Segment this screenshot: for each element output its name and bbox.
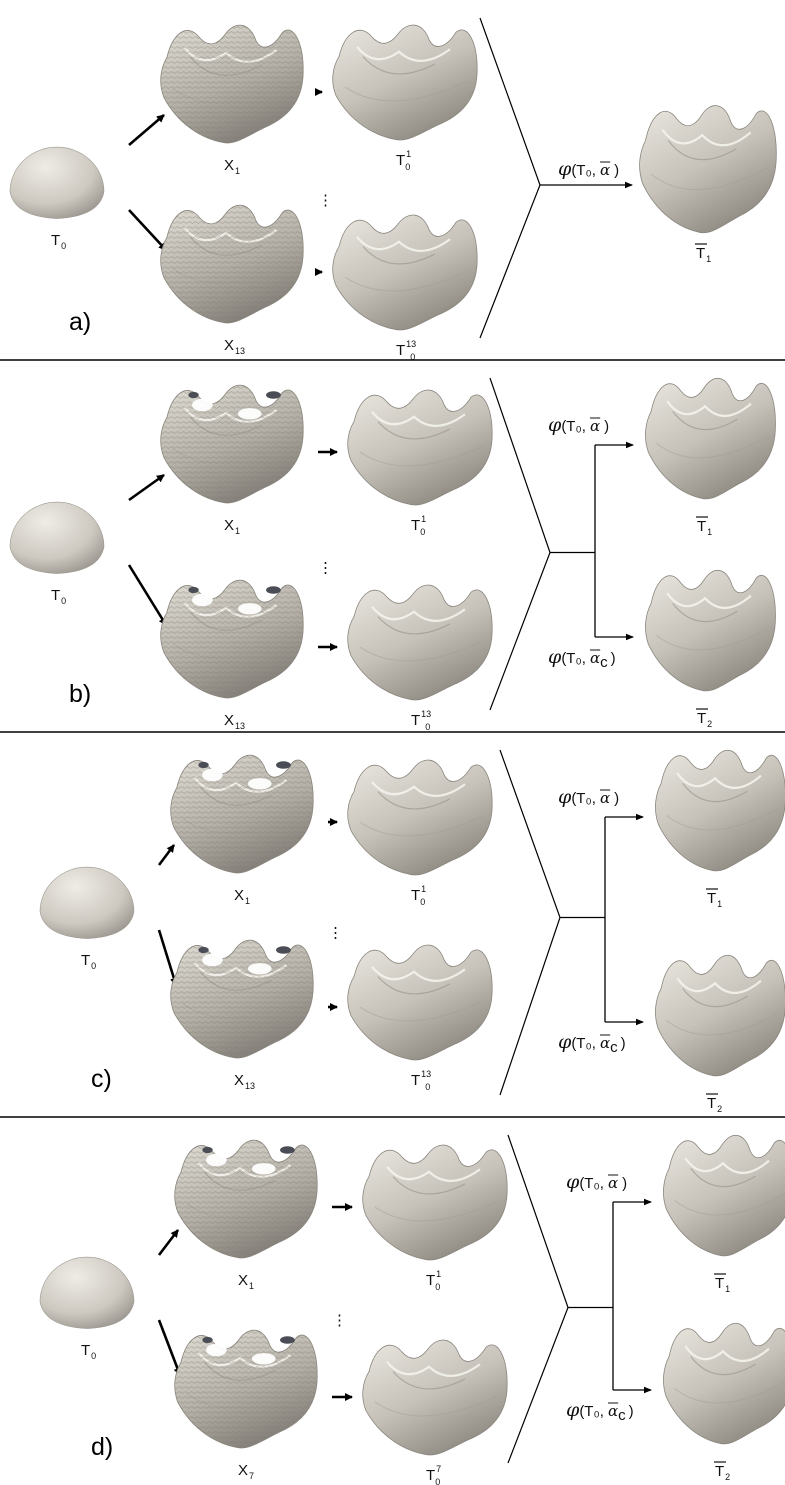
phi-label-bottom: φ(T₀, αc) xyxy=(548,646,616,671)
scan-label-top: X1 xyxy=(224,517,240,536)
scan-label-bottom: X7 xyxy=(238,1462,254,1481)
panel-d: T0 X1 T1 0 X7 T7 0 ⋮ φ(T₀, α) T1 φ(T₀, αc) T2 d) xyxy=(39,1134,785,1485)
panel-label: b) xyxy=(69,680,91,708)
deformed-bottom xyxy=(362,1339,508,1456)
deformed-label-top: T1 0 xyxy=(396,149,411,172)
output-tooth-bottom xyxy=(645,570,776,692)
mean-tooth xyxy=(639,105,777,234)
scan-bottom xyxy=(174,1329,318,1449)
output-label-top: T1 xyxy=(707,890,722,909)
template-sphere xyxy=(39,866,135,939)
deformed-top xyxy=(362,1144,508,1261)
phi-label-bottom: φ(T₀, αc) xyxy=(566,1399,634,1424)
template-sphere xyxy=(9,501,105,574)
arrow-to-scan-bottom xyxy=(128,209,167,251)
phi-label-top: φ(T₀, α) xyxy=(566,1171,627,1193)
deformed-label-top: T1 0 xyxy=(426,1269,441,1292)
mean-label: T1 xyxy=(696,245,711,264)
scan-label-top: X1 xyxy=(234,887,250,906)
deformed-top xyxy=(332,24,478,141)
deformed-top xyxy=(347,759,493,876)
ellipsis: ⋮ xyxy=(328,925,343,942)
output-label-top: T1 xyxy=(715,1275,730,1294)
ellipsis: ⋮ xyxy=(318,192,333,209)
arrow-to-scan-top xyxy=(128,114,165,146)
scan-label-bottom: X13 xyxy=(224,712,245,731)
scan-top xyxy=(160,384,304,504)
deformed-label-bottom: T7 0 xyxy=(426,1464,441,1485)
template-label: T0 xyxy=(51,587,66,606)
scan-label-bottom: X13 xyxy=(234,1072,255,1091)
output-label-top: T1 xyxy=(697,518,712,537)
arrow-to-scan-bottom xyxy=(157,929,178,986)
scan-bottom xyxy=(170,939,314,1059)
output-tooth-top xyxy=(645,378,776,500)
ellipsis: ⋮ xyxy=(318,560,333,577)
deformed-top xyxy=(347,389,493,506)
template-label: T0 xyxy=(81,1342,96,1361)
output-tooth-bottom xyxy=(655,955,785,1077)
phi-label-top: φ(T₀, α) xyxy=(558,786,619,808)
phi-label-bottom: φ(T₀, αc) xyxy=(558,1031,626,1056)
combine-bracket xyxy=(507,1134,569,1464)
template-sphere xyxy=(39,1256,135,1329)
panel-label: d) xyxy=(91,1433,113,1461)
combine-bracket xyxy=(479,17,541,339)
combine-bracket xyxy=(489,377,551,711)
scan-label-top: X1 xyxy=(224,157,240,176)
arrow-to-scan-top xyxy=(157,844,176,866)
scan-bottom xyxy=(160,579,304,699)
combine-bracket xyxy=(499,749,561,1096)
panel-c: T0 X1 T1 0 X13 T13 0 ⋮ φ(T₀, α) T1 φ(T₀, αc) T2 c) xyxy=(0,749,785,1118)
output-tooth-top xyxy=(655,750,785,872)
scan-top xyxy=(170,754,314,874)
arrow-to-scan-bottom xyxy=(127,564,168,626)
phi-label-top: φ(T₀, α) xyxy=(548,414,609,436)
panel-label: a) xyxy=(69,308,91,336)
output-tooth-top xyxy=(663,1135,785,1257)
arrow-to-scan-top xyxy=(128,473,165,502)
output-tooth-bottom xyxy=(663,1323,785,1445)
output-label-bottom: T2 xyxy=(697,710,712,729)
scan-label-bottom: X13 xyxy=(224,337,245,356)
panel-label: c) xyxy=(91,1065,112,1093)
deformed-label-top: T1 0 xyxy=(411,884,426,907)
scan-bottom xyxy=(160,204,304,324)
deformed-label-bottom: T13 0 xyxy=(411,1069,431,1092)
ellipsis: ⋮ xyxy=(332,1312,347,1329)
deformed-label-bottom: T13 0 xyxy=(396,339,416,362)
scan-top xyxy=(160,24,304,144)
arrow-to-scan-bottom xyxy=(157,1319,182,1376)
template-label: T0 xyxy=(51,232,66,251)
phi-label: φ(T₀, α) xyxy=(558,158,619,180)
template-label: T0 xyxy=(81,952,96,971)
arrow-to-scan-top xyxy=(157,1229,180,1256)
deformed-bottom xyxy=(347,944,493,1061)
template-sphere xyxy=(9,146,105,219)
panel-b: T0 X1 T1 0 X13 T13 0 ⋮ φ(T₀, α) T1 φ(T₀, αc) T2 b) xyxy=(0,377,785,733)
deformed-label-top: T1 0 xyxy=(411,514,426,537)
output-label-bottom: T2 xyxy=(715,1463,730,1482)
deformed-bottom xyxy=(347,584,493,701)
deformed-bottom xyxy=(332,214,478,331)
output-label-bottom: T2 xyxy=(707,1095,722,1114)
deformed-label-bottom: T13 0 xyxy=(411,709,431,732)
scan-label-top: X1 xyxy=(238,1272,254,1291)
panel-a: T0 X1 T1 0 X13 T13 0 ⋮ φ(T₀, α) T1 a) xyxy=(0,17,785,362)
scan-top xyxy=(174,1139,318,1259)
